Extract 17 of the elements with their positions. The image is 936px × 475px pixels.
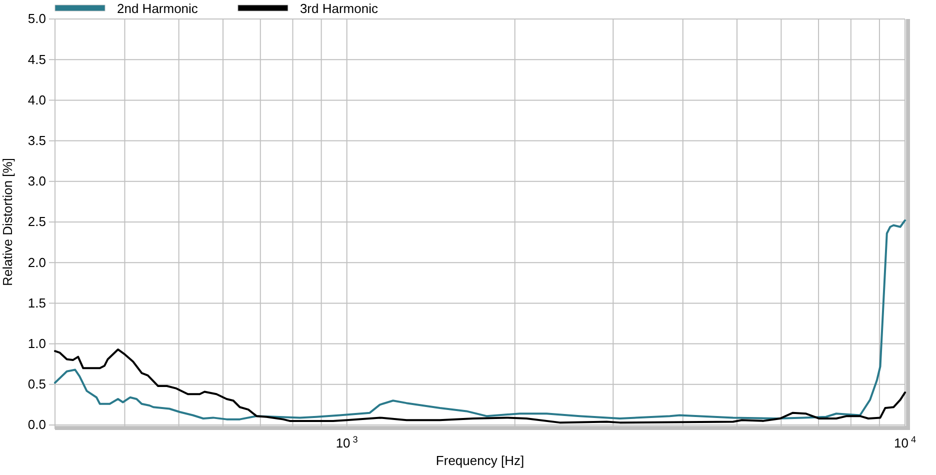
y-tick-label: 5.0 xyxy=(28,11,46,26)
y-axis-title: Relative Distortion [%] xyxy=(0,158,15,286)
x-axis-title: Frequency [Hz] xyxy=(436,453,524,468)
x-tick-label: 10$^{3}$ xyxy=(336,434,358,451)
y-tick-label: 4.5 xyxy=(28,52,46,67)
legend-label: 2nd Harmonic xyxy=(117,1,198,16)
x-tick-label: 10$^{4}$ xyxy=(894,434,916,451)
y-tick-label: 2.0 xyxy=(28,254,46,270)
y-tick-label: 1.0 xyxy=(28,336,46,351)
y-tick-label: 0.0 xyxy=(28,417,46,432)
y-tick-label: 0.5 xyxy=(28,376,46,392)
y-tick-label: 4.0 xyxy=(28,92,46,108)
y-tick-label: 3.0 xyxy=(28,174,46,189)
legend-label: 3rd Harmonic xyxy=(300,1,378,16)
y-tick-label: 2.5 xyxy=(28,214,46,230)
y-tick-label: 3.5 xyxy=(28,132,46,148)
y-tick-label: 1.5 xyxy=(28,295,46,310)
